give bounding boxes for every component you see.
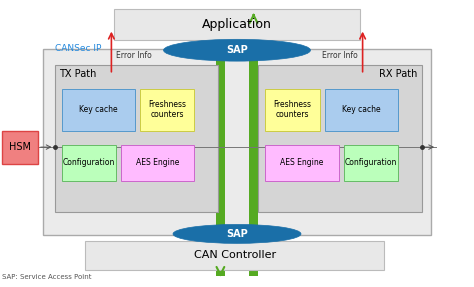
FancyBboxPatch shape: [62, 145, 116, 181]
FancyBboxPatch shape: [140, 89, 194, 131]
Text: Key cache: Key cache: [79, 105, 118, 114]
Text: Freshness
counters: Freshness counters: [273, 100, 312, 119]
FancyBboxPatch shape: [344, 145, 398, 181]
FancyBboxPatch shape: [2, 131, 38, 164]
Text: Application: Application: [202, 18, 272, 31]
Text: Key cache: Key cache: [342, 105, 381, 114]
FancyBboxPatch shape: [216, 17, 225, 276]
Text: TX Path: TX Path: [59, 69, 97, 79]
Text: CAN Controller: CAN Controller: [193, 251, 276, 260]
Ellipse shape: [173, 224, 301, 243]
FancyBboxPatch shape: [325, 89, 398, 131]
Text: HSM: HSM: [9, 142, 31, 152]
Text: Freshness
counters: Freshness counters: [148, 100, 186, 119]
Text: RX Path: RX Path: [379, 69, 417, 79]
FancyBboxPatch shape: [121, 145, 194, 181]
Text: SAP: Service Access Point: SAP: Service Access Point: [2, 274, 92, 280]
Ellipse shape: [164, 39, 310, 61]
FancyBboxPatch shape: [114, 9, 360, 40]
Text: Configuration: Configuration: [345, 158, 397, 167]
FancyBboxPatch shape: [85, 241, 384, 270]
Text: AES Engine: AES Engine: [281, 158, 324, 167]
Text: SAP: SAP: [226, 229, 248, 239]
Text: SAP: SAP: [226, 45, 248, 55]
Text: Error Info: Error Info: [322, 51, 358, 61]
FancyBboxPatch shape: [43, 49, 431, 235]
FancyBboxPatch shape: [265, 145, 339, 181]
FancyBboxPatch shape: [55, 65, 218, 212]
FancyBboxPatch shape: [62, 89, 135, 131]
Text: Error Info: Error Info: [116, 51, 152, 61]
FancyBboxPatch shape: [249, 17, 258, 276]
FancyBboxPatch shape: [258, 65, 422, 212]
Text: AES Engine: AES Engine: [136, 158, 179, 167]
Text: CANSec IP: CANSec IP: [55, 44, 101, 53]
Text: Configuration: Configuration: [63, 158, 115, 167]
FancyBboxPatch shape: [265, 89, 320, 131]
